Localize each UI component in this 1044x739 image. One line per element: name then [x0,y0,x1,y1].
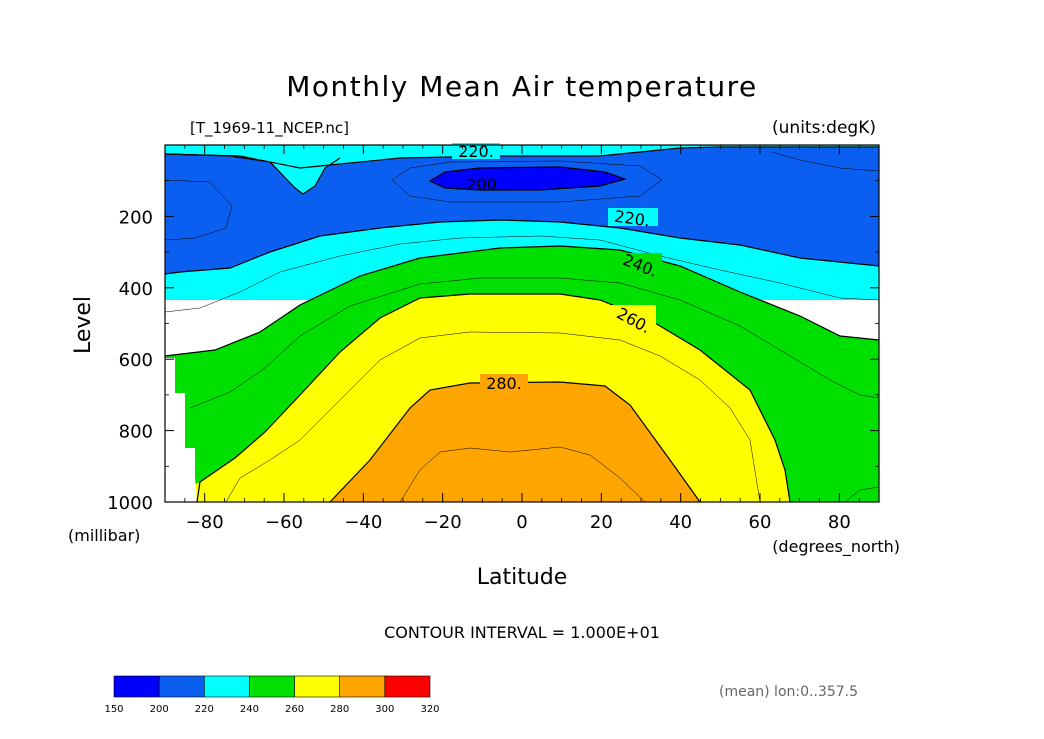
y-axis-title: Level [71,296,96,354]
colorbar-label: 220 [195,704,214,715]
contour-line-220-bottom [164,219,880,275]
contour-interval-text: CONTOUR INTERVAL = 1.000E+01 [384,623,660,642]
contour-label-bg [608,208,658,226]
colorbar-label: 260 [285,704,304,715]
y-axis-tick-labels: 200 400 600 800 1000 [107,207,153,514]
contour-label: 200. [466,175,502,194]
contour-label: 220. [613,207,651,231]
y-tick-label: 800 [119,422,153,443]
y-tick-label: 1000 [107,493,153,514]
colorbar-swatch [113,675,160,698]
plot-area: 220. 200. 220. 240. 260. 280. [164,142,880,503]
contour-line-220-left [164,153,341,195]
contour-label-bg [618,253,662,275]
region-cyan-top-left [165,150,420,194]
x-tick-label: −80 [186,512,224,533]
contour-label-bg [480,374,528,390]
contour-line-270 [225,331,761,503]
missing-data-region [165,358,197,502]
x-tick-label: −60 [265,512,303,533]
region-blue-2 [165,147,879,274]
colorbar-label: 200 [150,704,169,715]
contour-line-200 [428,166,627,191]
colorbar-swatch [158,675,205,698]
colorbar-swatch [249,675,295,698]
subtitle-note: (mean) lon:0..357.5 [719,684,858,700]
y-tick-label: 600 [119,350,153,371]
x-tick-label: 40 [669,512,692,533]
chart-title: Monthly Mean Air temperature [286,70,758,103]
contour-line-210 [391,160,663,203]
axis-ticks [164,145,880,503]
units-label: (units:degK) [772,118,876,138]
colorbar-label: 300 [375,704,394,715]
x-tick-label: 60 [749,512,772,533]
file-label: [T_1969-11_NCEP.nc] [190,119,349,138]
contour-line-290 [399,446,646,503]
colorbar-label: 150 [104,704,123,715]
contour-line-240 [164,245,880,357]
x-tick-label: −40 [344,512,382,533]
x-axis-tick-labels: −80 −60 −40 −20 0 20 40 60 80 [186,512,851,533]
x-axis-title: Latitude [477,565,568,590]
contour-line-250-right [844,486,880,503]
region-deep-blue [430,167,625,190]
y-tick-label: 400 [119,279,153,300]
y-tick-label: 200 [119,207,153,228]
colorbar-label: 320 [420,704,439,715]
x-units: (degrees_north) [772,537,900,557]
contour-minor-lines [164,151,880,503]
contour-label-bg [612,305,656,333]
contour-label-bg [452,143,500,159]
contour-line-210-left [164,179,233,241]
contour-line-250 [189,277,880,409]
colorbar: 150 200 220 240 260 280 300 320 [104,675,440,715]
x-tick-label: 20 [590,512,613,533]
colorbar-swatch [339,675,386,698]
region-orange [330,382,700,502]
colorbar-label: 240 [240,704,259,715]
x-tick-label: −20 [424,512,462,533]
y-units: (millibar) [68,526,140,545]
colorbar-swatch [294,675,341,698]
x-tick-label: 80 [828,512,851,533]
contour-labels: 220. 200. 220. 240. 260. 280. [452,142,662,393]
contour-label: 220. [458,142,494,161]
contour-line-230 [164,235,880,313]
colorbar-swatch [203,675,250,698]
contour-line-210-right [771,151,880,172]
colorbar-label: 280 [330,704,349,715]
x-tick-label: 0 [516,512,527,533]
contour-line-260 [196,293,791,503]
colorbar-swatch [384,675,431,698]
contour-label: 280. [486,374,522,393]
